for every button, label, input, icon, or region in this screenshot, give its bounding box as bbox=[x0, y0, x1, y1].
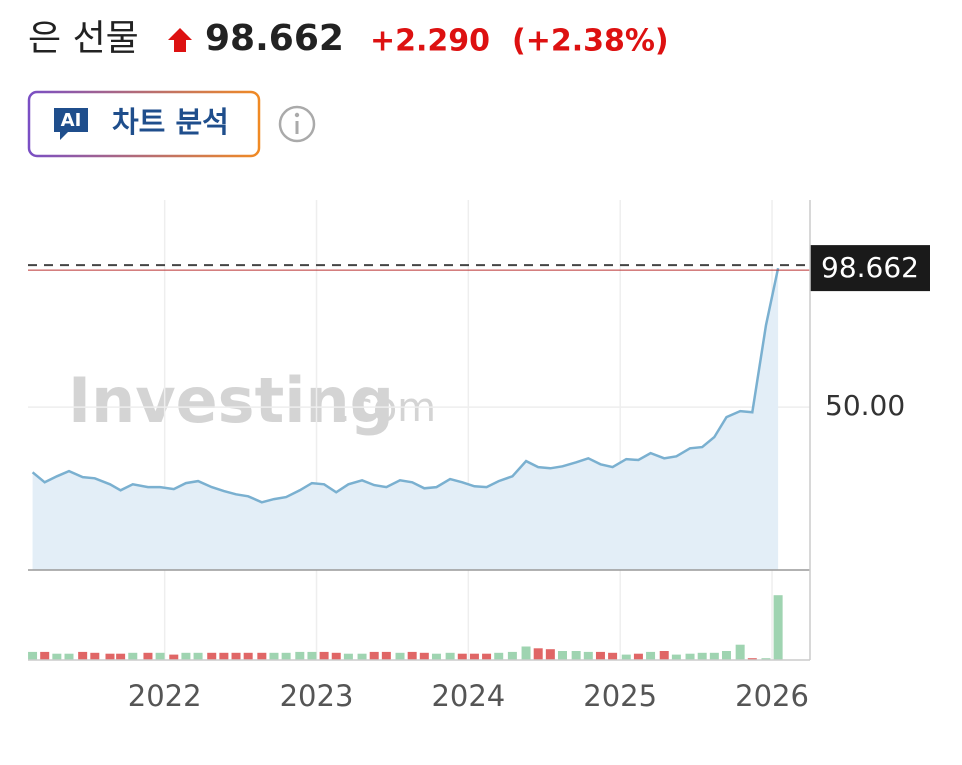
volume-bar bbox=[369, 651, 379, 660]
volume-bar bbox=[90, 652, 100, 660]
volume-bar bbox=[608, 652, 618, 660]
volume-bar bbox=[407, 651, 417, 660]
volume-bar bbox=[773, 595, 783, 660]
up-arrow bbox=[168, 28, 192, 52]
volume-bar bbox=[494, 652, 504, 660]
volume-bar bbox=[193, 652, 203, 660]
volume-bar bbox=[52, 653, 62, 660]
last-price-box bbox=[810, 245, 930, 292]
area bbox=[32, 268, 779, 570]
ai-badge-bg bbox=[54, 108, 88, 140]
watermark: Investing bbox=[68, 364, 394, 437]
volume-bar bbox=[155, 652, 165, 660]
volume-bar bbox=[116, 653, 126, 660]
volume-bar bbox=[181, 652, 191, 660]
volume-bar bbox=[621, 654, 631, 660]
chart: Investing.com 2022 2023 2024 2025 2026 50.00 98… bbox=[28, 200, 930, 713]
volume-bar bbox=[521, 646, 531, 660]
volume-bar bbox=[269, 652, 279, 660]
volume-bar bbox=[469, 653, 479, 660]
price: 98.662 bbox=[205, 18, 344, 59]
volume-bar bbox=[381, 651, 391, 660]
volume-bar bbox=[671, 654, 681, 660]
change: +2.290 bbox=[370, 24, 490, 59]
volume-bar bbox=[243, 652, 253, 660]
title: 은 선물 bbox=[28, 18, 139, 59]
watermark-suffix: .com bbox=[338, 385, 436, 431]
info-icon[interactable] bbox=[278, 105, 316, 143]
volume-bar bbox=[633, 653, 643, 660]
volume-bar bbox=[78, 651, 88, 660]
ai-button-label[interactable]: 차트 분석 bbox=[112, 105, 229, 139]
volume-bar bbox=[331, 652, 341, 660]
volume-bar bbox=[143, 652, 153, 660]
volume-bar bbox=[128, 652, 138, 660]
volume-bar bbox=[697, 652, 707, 660]
volume-bar bbox=[343, 653, 353, 660]
volume-bar bbox=[28, 651, 38, 660]
volume-bar bbox=[571, 651, 581, 660]
volume-bar bbox=[533, 648, 543, 660]
volume-bar bbox=[207, 652, 217, 660]
volume-bar bbox=[357, 653, 367, 660]
last-price-label: 98.662 bbox=[821, 251, 919, 284]
volume-bar bbox=[646, 651, 656, 660]
volume-bar bbox=[64, 653, 74, 660]
volume-bar bbox=[105, 653, 115, 660]
volume-bar bbox=[319, 651, 329, 660]
x-tick-label: 2023 bbox=[280, 679, 354, 713]
x-tick-label: 2022 bbox=[128, 679, 202, 713]
ai-badge: AI bbox=[61, 110, 82, 131]
x-tick-label: 2026 bbox=[735, 679, 809, 713]
volume-bar bbox=[257, 652, 267, 660]
volume-bar bbox=[40, 651, 50, 660]
volume-bar bbox=[557, 651, 567, 660]
volume-bar bbox=[545, 649, 555, 660]
volume-bar bbox=[295, 651, 305, 660]
volume-bar bbox=[169, 654, 179, 660]
volume-bar bbox=[281, 652, 291, 660]
volume-bar bbox=[507, 651, 517, 660]
volume-bar bbox=[231, 652, 241, 660]
volume-bar bbox=[735, 644, 745, 660]
volume-bar bbox=[307, 651, 317, 660]
volume-bar bbox=[431, 653, 441, 660]
volume-bar bbox=[445, 652, 455, 660]
volume-bar bbox=[219, 652, 229, 660]
volume-bar bbox=[685, 653, 695, 660]
volume-bar bbox=[747, 658, 757, 660]
volume-bar bbox=[395, 652, 405, 660]
volume-bar bbox=[457, 653, 467, 660]
change-pct: (+2.38%) bbox=[512, 24, 669, 59]
volume-bar bbox=[721, 651, 731, 660]
x-tick-label: 2024 bbox=[431, 679, 505, 713]
volume-bar bbox=[709, 652, 719, 660]
volume-bar bbox=[482, 653, 492, 660]
volume-bar bbox=[583, 651, 593, 660]
volume-bar bbox=[595, 651, 605, 660]
volume-bar bbox=[761, 658, 771, 660]
x-tick-label: 2025 bbox=[583, 679, 657, 713]
y-tick-label: 50.00 bbox=[825, 389, 905, 422]
volume-bar bbox=[659, 651, 669, 660]
volume-bar bbox=[419, 652, 429, 660]
line bbox=[31, 267, 780, 504]
